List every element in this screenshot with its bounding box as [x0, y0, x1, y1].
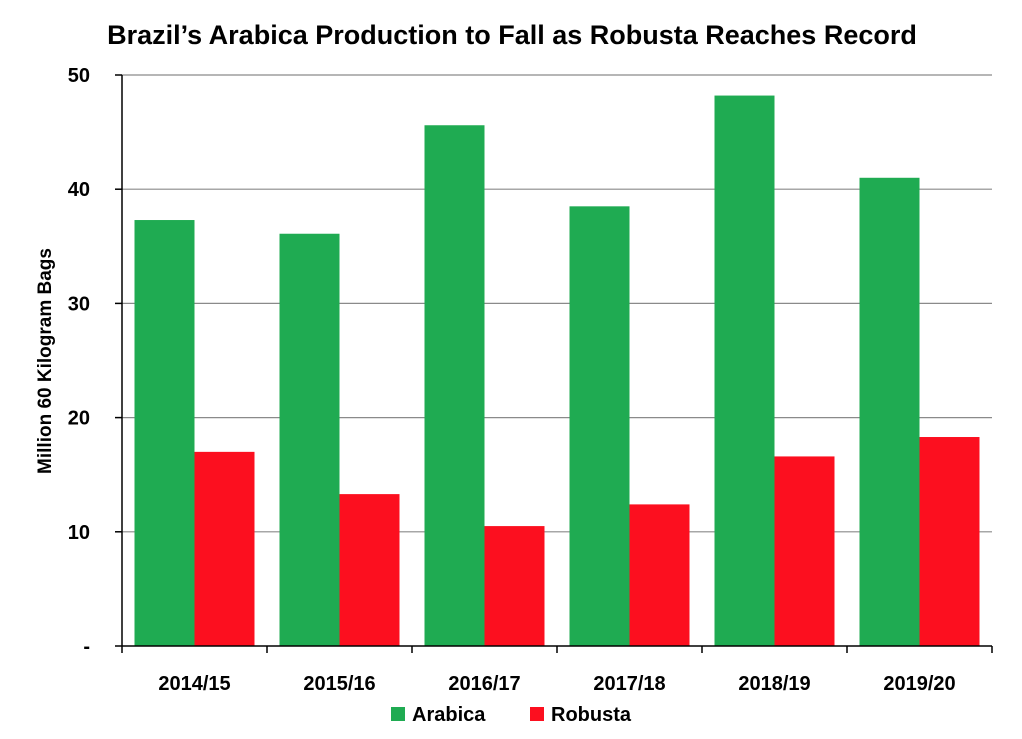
bar-arabica-2015-16 — [279, 233, 340, 646]
x-axis-tick-labels: 2014/15 2015/16 2016/17 2017/18 2018/19 2019/… — [158, 673, 955, 695]
y-tick-label: 20 — [68, 408, 90, 430]
legend: Arabica Robusta — [391, 704, 632, 726]
bar-robusta-2016-17 — [484, 526, 545, 646]
bar-robusta-2018-19 — [774, 456, 835, 646]
x-tick-label: 2014/15 — [158, 673, 230, 695]
legend-swatch-robusta — [530, 707, 544, 721]
y-tick-label: 10 — [68, 522, 90, 544]
y-axis-label: Million 60 Kilogram Bags — [35, 248, 56, 474]
y-tick-label: 50 — [68, 65, 90, 87]
x-tick-label: 2017/18 — [593, 673, 665, 695]
chart-title: Brazil’s Arabica Production to Fall as R… — [107, 20, 917, 50]
x-axis-ticks — [121, 646, 993, 653]
bars — [134, 95, 980, 647]
legend-label-robusta: Robusta — [551, 704, 632, 726]
bar-arabica-2016-17 — [424, 125, 485, 647]
legend-swatch-arabica — [391, 707, 405, 721]
bar-arabica-2019-20 — [859, 177, 920, 646]
bar-robusta-2015-16 — [339, 494, 400, 646]
x-tick-label: 2016/17 — [448, 673, 520, 695]
x-tick-label: 2018/19 — [738, 673, 810, 695]
bar-arabica-2018-19 — [714, 95, 775, 646]
y-axis-ticks: - 10 20 30 40 50 — [68, 65, 122, 658]
y-tick-label: - — [83, 636, 90, 658]
bar-robusta-2014-15 — [194, 451, 255, 646]
bar-arabica-2014-15 — [134, 220, 195, 646]
x-tick-label: 2015/16 — [303, 673, 375, 695]
bar-robusta-2019-20 — [919, 437, 980, 646]
bar-arabica-2017-18 — [569, 206, 630, 646]
bar-robusta-2017-18 — [629, 504, 690, 646]
legend-label-arabica: Arabica — [412, 704, 486, 726]
y-tick-label: 40 — [68, 179, 90, 201]
x-tick-label: 2019/20 — [883, 673, 955, 695]
y-tick-label: 30 — [68, 293, 90, 315]
gridlines — [122, 74, 992, 533]
